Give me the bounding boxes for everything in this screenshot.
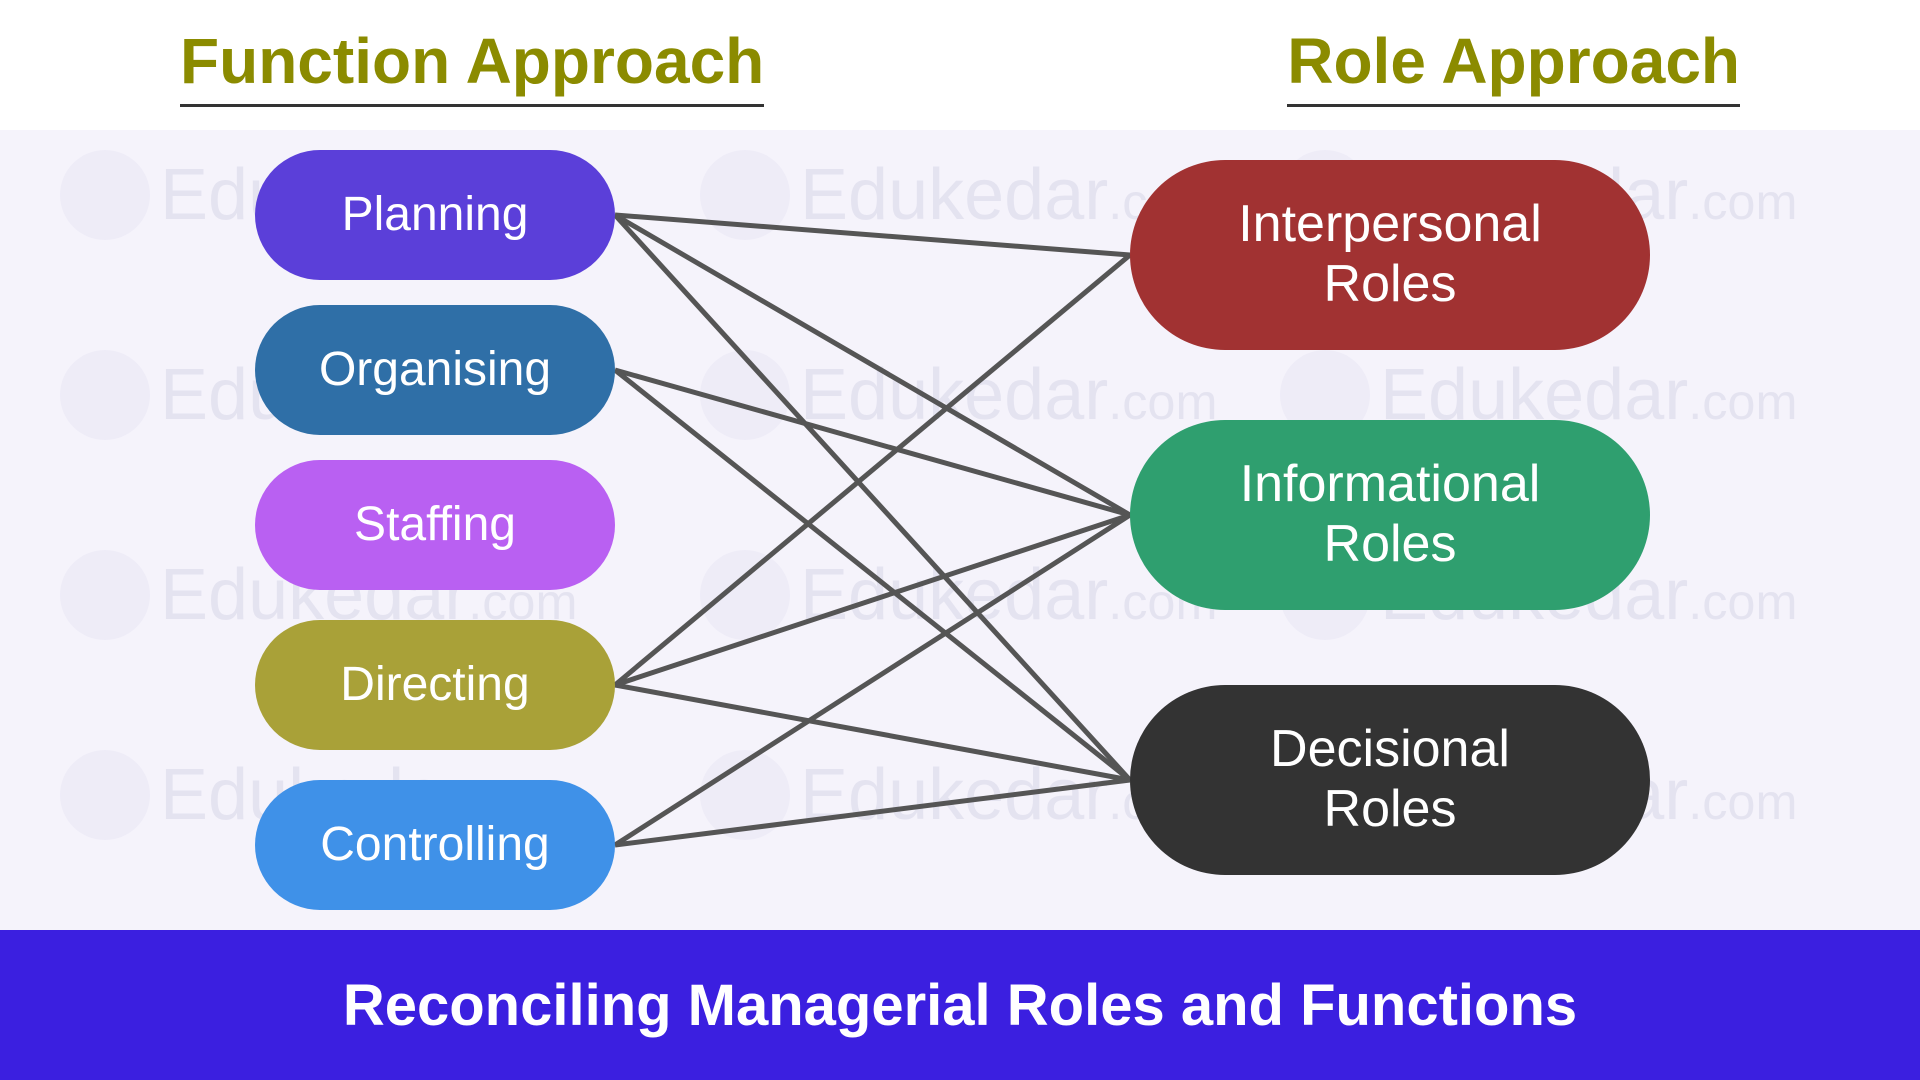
footer-banner: Reconciling Managerial Roles and Functio…: [0, 930, 1920, 1080]
node-label-interpersonal: Interpersonal Roles: [1238, 195, 1542, 315]
node-label-decisional: Decisional Roles: [1270, 720, 1510, 840]
node-decisional: Decisional Roles: [1130, 685, 1650, 875]
node-planning: Planning: [255, 150, 615, 280]
node-directing: Directing: [255, 620, 615, 750]
diagram-layer: Planning Organising Staffing Directing Contr…: [0, 0, 1920, 1080]
node-label-informational: Informational Roles: [1240, 455, 1541, 575]
node-label-directing: Directing: [340, 657, 529, 712]
node-label-controlling: Controlling: [320, 817, 549, 872]
node-staffing: Staffing: [255, 460, 615, 590]
node-informational: Informational Roles: [1130, 420, 1650, 610]
node-controlling: Controlling: [255, 780, 615, 910]
node-label-organising: Organising: [319, 342, 551, 397]
node-label-planning: Planning: [342, 187, 529, 242]
node-organising: Organising: [255, 305, 615, 435]
node-label-staffing: Staffing: [354, 497, 516, 552]
footer-text: Reconciling Managerial Roles and Functio…: [343, 972, 1577, 1039]
node-interpersonal: Interpersonal Roles: [1130, 160, 1650, 350]
